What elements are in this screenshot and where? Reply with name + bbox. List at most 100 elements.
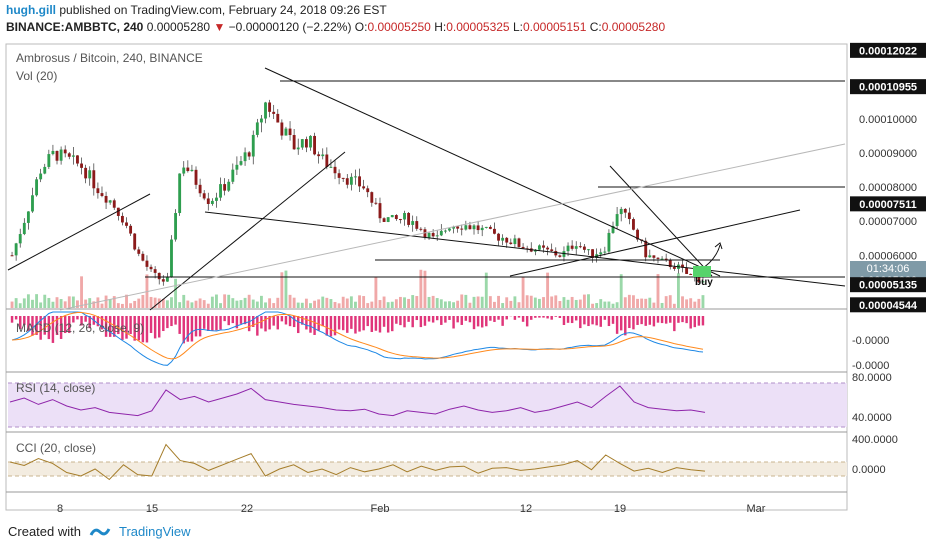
volume-bar	[59, 299, 63, 308]
candle-down	[668, 259, 672, 268]
candle-down	[84, 167, 88, 179]
volume-bar	[562, 297, 566, 308]
macd-hist-bar	[460, 316, 463, 325]
macd-hist-bar	[358, 316, 361, 332]
macd-hist-bar	[296, 316, 300, 334]
wedge-lower-line[interactable]	[509, 209, 801, 277]
downtrend-line-main[interactable]	[264, 67, 721, 277]
macd-hist-bar	[288, 316, 292, 327]
volume-bar	[664, 296, 668, 308]
chart-canvas[interactable]: buy Ambrosus / Bitcoin, 240, BINANCE Vol…	[0, 40, 932, 520]
volume-bar	[656, 274, 660, 308]
macd-hist-bar	[51, 316, 55, 343]
macd-hist-bar	[211, 316, 214, 331]
volume-bar	[476, 296, 480, 308]
macd-hist-bar	[47, 316, 51, 340]
tradingview-brand[interactable]: TradingView	[118, 524, 191, 539]
close-label: C:	[589, 20, 602, 34]
uptrend-line-left[interactable]	[7, 193, 151, 271]
price-label: 0.00004544	[859, 300, 918, 312]
symbol-name[interactable]: BINANCE:AMBBTC, 240	[6, 20, 144, 34]
symbol-line: BINANCE:AMBBTC, 240 0.00005280 ▼ −0.0000…	[6, 20, 665, 34]
volume-bar	[100, 303, 104, 308]
candle-down	[382, 218, 386, 222]
price-label: 0.00010955	[859, 82, 917, 94]
volume-bar	[554, 295, 558, 308]
volume-bar	[194, 300, 198, 308]
volume-bar	[129, 303, 133, 308]
candle-down	[591, 249, 595, 258]
volume-bar	[505, 297, 509, 308]
macd-hist-bar	[517, 316, 521, 318]
volume-bar	[31, 299, 34, 308]
wedge-upper-line[interactable]	[609, 165, 713, 277]
candle-down	[370, 192, 374, 203]
volume-bar	[701, 295, 705, 308]
candle-up	[71, 155, 75, 157]
volume-bar	[693, 301, 697, 308]
candle-down	[423, 229, 427, 238]
candle-down	[92, 170, 96, 189]
volume-bar	[96, 297, 100, 308]
trend-lines[interactable]	[7, 67, 846, 311]
volume-bar	[403, 297, 406, 308]
candle-down	[194, 169, 198, 185]
volume-bar	[493, 301, 496, 308]
macd-hist-bar	[157, 316, 161, 338]
candle-down	[116, 207, 120, 216]
candle-down	[460, 228, 464, 230]
x-tick-19: 19	[614, 503, 626, 515]
volume-bar	[247, 294, 251, 308]
candle-up	[448, 228, 451, 231]
macd-hist-bar	[452, 316, 455, 329]
macd-hist-bar	[129, 316, 132, 335]
long-grey-trend-line[interactable]	[59, 143, 846, 311]
macd-hist-bar	[68, 316, 71, 334]
macd-hist-bar	[534, 316, 537, 318]
macd-hist-bar	[268, 316, 271, 330]
author-link[interactable]: hugh.gill	[6, 3, 56, 17]
lower-trend-line[interactable]	[204, 211, 846, 287]
candle-down	[517, 238, 521, 247]
volume-bar	[378, 300, 382, 308]
buy-marker[interactable]	[693, 266, 711, 277]
candle-down	[129, 225, 133, 234]
macd-line	[11, 311, 704, 366]
volume-bar	[615, 302, 619, 308]
macd-hist-bar	[431, 316, 435, 323]
low-value: 0.00005151	[522, 20, 587, 34]
volume-bar	[22, 298, 26, 308]
macd-hist-bar	[354, 316, 357, 334]
volume-bar	[603, 301, 607, 308]
volume-bar	[325, 297, 329, 308]
candle-down	[689, 273, 693, 275]
macd-hist-bar	[566, 316, 570, 323]
volume-bar	[652, 302, 656, 308]
macd-hist-bar	[619, 316, 623, 331]
candle-down	[272, 111, 276, 114]
candle-up	[701, 281, 705, 283]
price-label-box	[850, 277, 926, 293]
price-label: 0.00012022	[859, 45, 917, 57]
volume-bar	[153, 297, 157, 308]
volume-bar	[632, 295, 635, 308]
candle-up	[403, 212, 406, 220]
candle-up	[349, 176, 353, 185]
macd-hist-bar	[35, 316, 38, 335]
volume-bar	[251, 299, 255, 308]
candle-down	[304, 139, 308, 148]
candle-up	[648, 255, 652, 258]
volume-bar	[607, 301, 611, 308]
macd-hist-bar	[104, 316, 108, 337]
price-axis[interactable]: 0.00012022 0.00010955 0.00010000 0.00009000…	[850, 42, 926, 313]
price-label: 0.00009000	[859, 148, 917, 160]
macd-hist-bar	[370, 316, 374, 332]
volume-bar	[219, 303, 222, 308]
volume-bar	[423, 270, 427, 308]
volume-bar	[210, 296, 214, 308]
candle-down	[125, 222, 128, 226]
candle-down	[407, 212, 411, 225]
candle-down	[206, 198, 210, 204]
candle-down	[157, 272, 161, 280]
candle-down	[10, 255, 14, 257]
